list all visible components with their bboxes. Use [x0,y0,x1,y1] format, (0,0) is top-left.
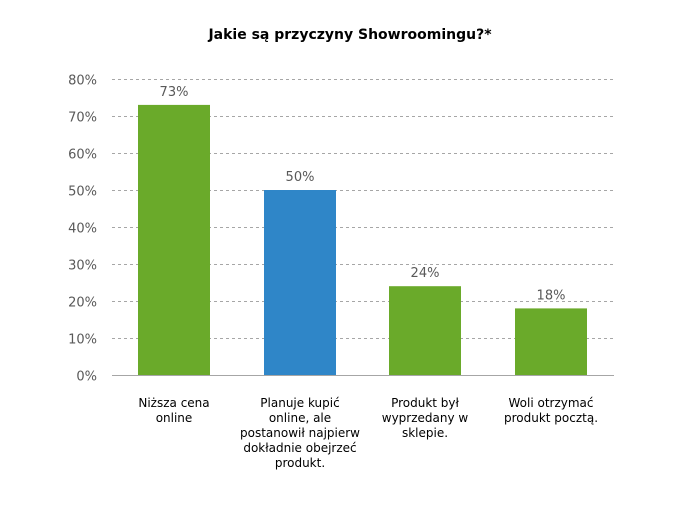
data-label: 18% [537,288,566,303]
y-tick-label: 50% [68,185,97,200]
y-tick-label: 10% [68,333,97,348]
y-tick-label: 80% [68,74,97,89]
bar [138,104,210,376]
y-tick-label: 20% [68,296,97,311]
gridlines [112,79,614,376]
y-tick-label: 70% [68,111,97,126]
data-label: 50% [286,170,315,185]
category-label: Planuje kupić online, ale postanowił najpi… [240,396,360,470]
bar [389,286,461,375]
category-label: Niższa cena online [138,396,209,425]
y-tick-label: 30% [68,259,97,274]
bar [515,308,587,375]
data-label: 73% [160,85,189,100]
category-label: Woli otrzymać produkt pocztą. [504,396,598,425]
bar [264,190,336,375]
chart-title: Jakie są przyczyny Showroomingu?* [208,27,492,43]
category-labels: Niższa cena online Planuje kupić online, al… [138,396,598,470]
y-tick-label: 40% [68,222,97,237]
y-tick-label: 60% [68,148,97,163]
y-axis-ticks: 0% 10% 20% 30% 40% 50% 60% 70% 80% [68,74,97,385]
category-label: Produkt był wyprzedany w sklepie. [382,396,469,440]
data-label: 24% [411,266,440,281]
bars [138,104,587,376]
data-labels: 73% 50% 24% 18% [160,85,566,303]
y-tick-label: 0% [76,370,97,385]
